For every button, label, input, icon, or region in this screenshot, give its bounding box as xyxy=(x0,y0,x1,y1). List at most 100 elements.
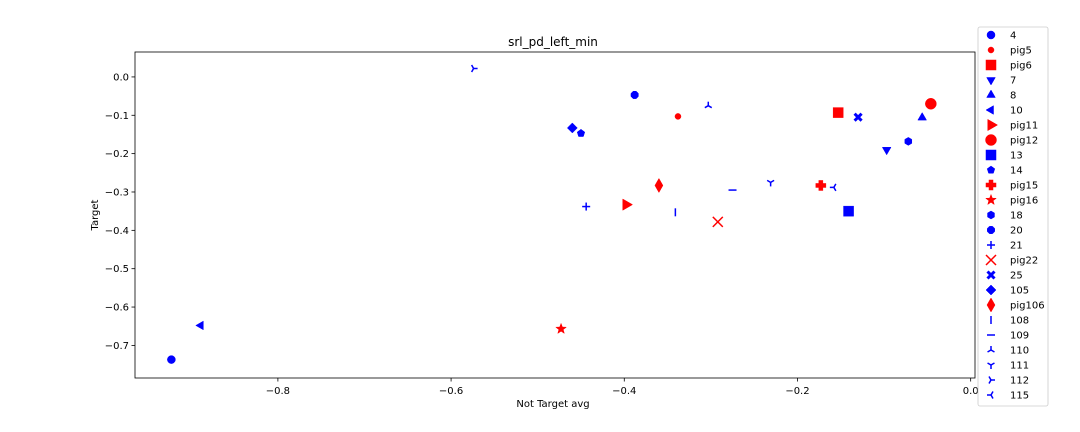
data-point-112 xyxy=(470,64,478,73)
data-point-25 xyxy=(853,112,863,122)
legend-marker-pig106 xyxy=(986,297,996,313)
legend-marker-25 xyxy=(986,270,996,280)
legend-label: pig106 xyxy=(1010,301,1045,312)
legend-item: 21 xyxy=(987,241,1023,252)
legend-item: 20 xyxy=(987,226,1023,237)
legend-marker-pig22 xyxy=(985,254,997,266)
legend-marker-112 xyxy=(988,376,995,384)
legend-label: pig11 xyxy=(1010,121,1038,132)
legend-label: 109 xyxy=(1010,331,1029,342)
data-point-115 xyxy=(829,183,837,192)
legend-marker-105 xyxy=(985,284,997,296)
legend-frame xyxy=(977,26,1049,407)
legend-label: 20 xyxy=(1010,226,1023,237)
x-tick-label: −0.4 xyxy=(612,386,636,397)
legend-item: 10 xyxy=(985,105,1023,117)
data-point-110 xyxy=(704,101,713,109)
x-tick-label: −0.8 xyxy=(266,386,290,397)
legend-marker-8 xyxy=(986,89,996,98)
data-point-21 xyxy=(582,202,591,211)
chart-title: srl_pd_left_min xyxy=(508,35,598,49)
legend-item: 13 xyxy=(985,149,1023,162)
x-axis-label: Not Target avg xyxy=(516,399,589,410)
x-axis: −0.8 −0.6 −0.4 −0.2 0.0 xyxy=(266,378,979,397)
plot-frame xyxy=(134,51,976,379)
y-axis: 0.0 −0.1 −0.2 −0.3 −0.4 −0.5 −0.6 −0.7 xyxy=(105,72,135,352)
legend-label: 7 xyxy=(1010,76,1016,87)
legend-label: pig22 xyxy=(1010,256,1038,267)
data-point-pig15 xyxy=(815,180,827,191)
legend-marker-13 xyxy=(985,149,997,161)
y-tick-label: 0.0 xyxy=(113,72,129,83)
legend-marker-18 xyxy=(987,210,995,220)
legend-item: pig15 xyxy=(985,179,1038,192)
legend-label: 112 xyxy=(1010,376,1029,387)
legend-label: pig16 xyxy=(1010,196,1038,207)
legend-item: 109 xyxy=(987,331,1029,342)
plot-area xyxy=(167,64,937,364)
legend-label: pig12 xyxy=(1010,136,1038,147)
y-axis-label: Target xyxy=(90,199,101,231)
data-point-pig22 xyxy=(712,216,724,228)
legend-marker-110 xyxy=(987,346,995,353)
legend-marker-10 xyxy=(985,105,994,115)
legend-marker-14 xyxy=(986,165,996,174)
data-point-105 xyxy=(566,122,578,134)
legend-item: 110 xyxy=(987,346,1029,357)
data-point-pig12 xyxy=(925,98,937,110)
legend-label: 110 xyxy=(1010,346,1029,357)
legend-marker-pig12 xyxy=(985,134,997,146)
legend-label: 4 xyxy=(1010,31,1016,42)
legend-label: 18 xyxy=(1010,211,1023,222)
legend-label: 10 xyxy=(1010,106,1023,117)
legend-marker-pig6 xyxy=(985,59,997,71)
legend-label: pig6 xyxy=(1010,61,1032,72)
legend-label: 14 xyxy=(1010,166,1023,177)
legend-item: 115 xyxy=(987,391,1029,402)
x-tick-label: 0.0 xyxy=(963,386,979,397)
x-tick-label: −0.2 xyxy=(785,386,809,397)
legend-marker-pig5 xyxy=(987,46,995,54)
legend-item: 4 xyxy=(986,30,1016,42)
legend-marker-7 xyxy=(986,77,996,86)
legend-label: pig15 xyxy=(1010,181,1038,192)
legend-item: pig106 xyxy=(986,297,1045,313)
legend-item: 14 xyxy=(986,165,1023,177)
legend-item: pig5 xyxy=(987,46,1032,57)
y-tick-label: −0.2 xyxy=(105,149,129,160)
legend-item: pig16 xyxy=(985,193,1038,207)
data-point-4 xyxy=(167,355,176,364)
legend-item: 112 xyxy=(988,376,1029,387)
legend-item: pig6 xyxy=(985,59,1032,72)
data-point-pig16 xyxy=(555,322,567,334)
legend-label: 115 xyxy=(1010,391,1029,402)
legend-label: 111 xyxy=(1010,361,1029,372)
data-point-8 xyxy=(917,112,927,121)
y-tick-label: −0.6 xyxy=(105,303,129,314)
legend-item: pig12 xyxy=(985,134,1038,147)
legend-label: 21 xyxy=(1010,241,1023,252)
data-point-20 xyxy=(630,91,639,99)
data-point-pig11 xyxy=(622,198,634,211)
legend-item: 111 xyxy=(987,361,1029,372)
data-point-10 xyxy=(195,320,204,331)
legend: 4 pig5 pig6 7 8 10 pig11 pig12 13 14 pig15 pig16 18 2… xyxy=(977,26,1049,407)
data-point-7 xyxy=(881,147,892,156)
legend-item: 7 xyxy=(986,76,1016,87)
legend-marker-pig15 xyxy=(985,179,997,191)
y-tick-label: −0.7 xyxy=(105,341,129,352)
data-point-pig5 xyxy=(674,113,682,120)
data-point-111 xyxy=(766,179,775,187)
x-tick-label: −0.6 xyxy=(439,386,463,397)
data-point-pig106 xyxy=(654,177,664,193)
data-point-14 xyxy=(576,129,586,137)
legend-marker-111 xyxy=(987,362,995,369)
legend-label: 13 xyxy=(1010,151,1023,162)
legend-item: 18 xyxy=(987,210,1023,222)
legend-label: pig5 xyxy=(1010,46,1032,57)
legend-marker-pig11 xyxy=(987,118,998,132)
legend-marker-21 xyxy=(987,241,995,249)
legend-marker-20 xyxy=(987,226,995,234)
legend-marker-4 xyxy=(986,30,996,40)
